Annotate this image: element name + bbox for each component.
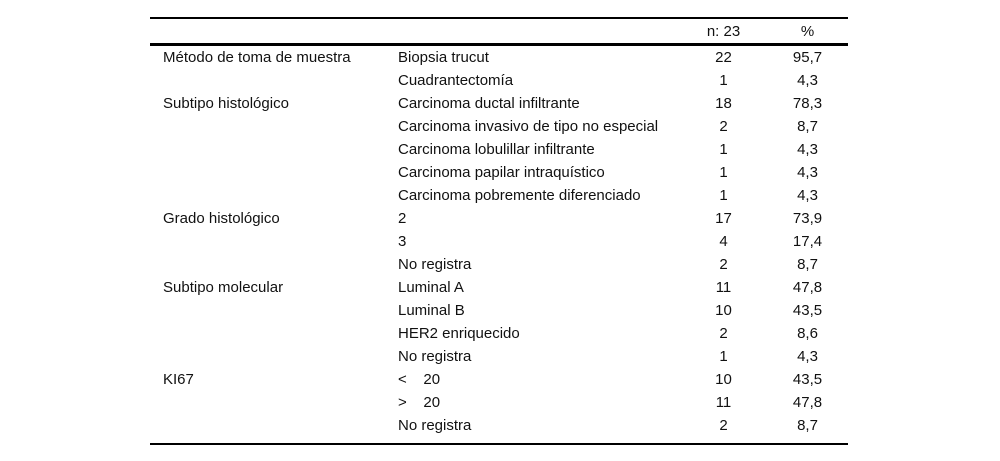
category-cell [150,391,398,414]
category-cell: Método de toma de muestra [163,49,351,66]
header-category-cell [398,19,680,43]
n-cell: 17 [715,210,732,227]
table-row: Carcinoma invasivo de tipo no especial 2 8… [150,115,848,138]
percent-cell: 78,3 [792,95,823,112]
percent-cell: 4,3 [797,164,818,181]
n-cell: 1 [719,187,728,204]
n-cell: 22 [715,49,732,66]
category-cell [150,414,398,437]
label-cell: Luminal A [398,279,464,296]
label-cell: 3 [398,233,407,250]
n-cell: 1 [719,348,728,365]
n-cell: 2 [719,118,728,135]
table-row: KI67 < 20 10 43,5 [150,368,848,391]
label-cell: > 20 [398,394,441,411]
label-cell: Carcinoma invasivo de tipo no especial [398,118,659,135]
label-cell: HER2 enriquecido [398,325,520,342]
category-cell [150,299,398,322]
table-header-row: n: 23 % [150,19,848,46]
percent-cell: 43,5 [792,302,823,319]
label-cell: < 20 [398,371,441,388]
n-cell: 2 [719,417,728,434]
label-cell: 2 [398,210,407,227]
table-row: No registra 1 4,3 [150,345,848,368]
label-cell: Luminal B [398,302,465,319]
n-cell: 10 [715,302,732,319]
header-n-cell: n: 23 [706,23,741,40]
descriptive-stats-table: n: 23 % Método de toma de muestra Biopsia… [150,17,848,445]
percent-cell: 8,7 [797,118,818,135]
category-cell [150,138,398,161]
n-cell: 10 [715,371,732,388]
percent-cell: 95,7 [792,49,823,66]
percent-cell: 4,3 [797,141,818,158]
category-cell: Grado histológico [163,210,280,227]
table-row: Carcinoma papilar intraquístico 1 4,3 [150,161,848,184]
percent-cell: 4,3 [797,187,818,204]
percent-cell: 17,4 [792,233,823,250]
label-cell: Biopsia trucut [398,49,489,66]
n-cell: 4 [719,233,728,250]
table-row: Luminal B 10 43,5 [150,299,848,322]
table-row: 3 4 17,4 [150,230,848,253]
n-cell: 1 [719,141,728,158]
percent-cell: 4,3 [797,348,818,365]
category-cell: Subtipo molecular [163,279,284,296]
table-row: Método de toma de muestra Biopsia trucut 2… [150,46,848,69]
label-cell: Carcinoma papilar intraquístico [398,164,605,181]
category-cell [150,230,398,253]
percent-cell: 8,7 [797,417,818,434]
category-cell [150,184,398,207]
label-cell: No registra [398,256,472,273]
table-row: No registra 2 8,7 [150,253,848,276]
table-row: Carcinoma lobulillar infiltrante 1 4,3 [150,138,848,161]
category-cell [150,161,398,184]
percent-cell: 8,7 [797,256,818,273]
n-cell: 2 [719,256,728,273]
category-cell [150,322,398,345]
header-variable-cell [150,19,398,43]
n-cell: 11 [715,394,732,411]
n-cell: 1 [719,164,728,181]
category-cell: Subtipo histológico [163,95,289,112]
percent-cell: 43,5 [792,371,823,388]
label-cell: Carcinoma lobulillar infiltrante [398,141,595,158]
percent-cell: 47,8 [792,394,823,411]
category-cell [150,69,398,92]
category-cell: KI67 [163,371,194,388]
percent-cell: 8,6 [797,325,818,342]
label-cell: Carcinoma pobremente diferenciado [398,187,641,204]
table-row: Carcinoma pobremente diferenciado 1 4,3 [150,184,848,207]
header-percent-cell: % [800,23,815,40]
percent-cell: 73,9 [792,210,823,227]
percent-cell: 47,8 [792,279,823,296]
table-row: HER2 enriquecido 2 8,6 [150,322,848,345]
n-cell: 2 [719,325,728,342]
table-row: > 20 11 47,8 [150,391,848,414]
percent-cell: 4,3 [797,72,818,89]
n-cell: 18 [715,95,732,112]
category-cell [150,345,398,368]
table-body: Método de toma de muestra Biopsia trucut 2… [150,46,848,443]
table-row: Subtipo molecular Luminal A 11 47,8 [150,276,848,299]
table-row: Subtipo histológico Carcinoma ductal infi… [150,92,848,115]
table-row: No registra 2 8,7 [150,414,848,437]
category-cell [150,115,398,138]
label-cell: Carcinoma ductal infiltrante [398,95,580,112]
label-cell: No registra [398,417,472,434]
n-cell: 1 [719,72,728,89]
n-cell: 11 [715,279,732,296]
label-cell: No registra [398,348,472,365]
label-cell: Cuadrantectomía [398,72,514,89]
table-row: Grado histológico 2 17 73,9 [150,207,848,230]
table-row: Cuadrantectomía 1 4,3 [150,69,848,92]
category-cell [150,253,398,276]
